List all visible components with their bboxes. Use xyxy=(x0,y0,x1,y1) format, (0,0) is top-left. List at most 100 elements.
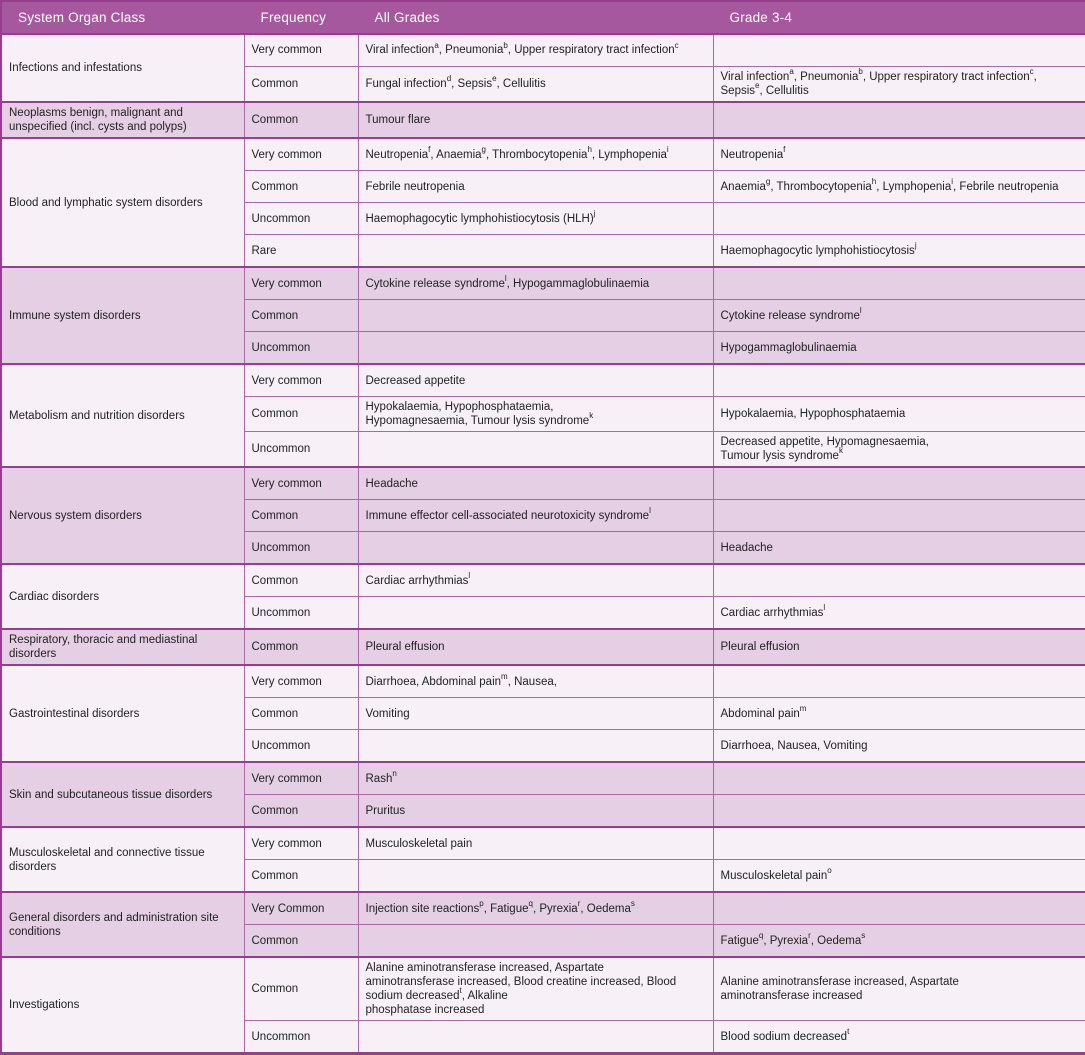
table-row: Uncommon Hypogammaglobulinaemia xyxy=(1,331,1085,365)
all-grades-cell: Vomiting xyxy=(357,697,714,731)
table-row: Blood and lymphatic system disorders Very… xyxy=(0,137,1085,268)
header-row: System Organ Class Frequency All Grades … xyxy=(0,0,1085,35)
soc-cell: Infections and infestations xyxy=(0,32,245,103)
frequency-cell: Rare xyxy=(243,234,359,268)
grade-3-4-cell xyxy=(712,761,1085,796)
all-grades-cell: Haemophagocytic lymphohistiocytosis (HLH… xyxy=(357,202,714,236)
all-grades-cell xyxy=(357,924,714,958)
grade-3-4-cell xyxy=(712,33,1085,67)
frequency-cell: Very common xyxy=(243,363,359,398)
table-row: Metabolism and nutrition disorders Very c… xyxy=(0,363,1085,468)
all-grades-cell: Febrile neutropenia xyxy=(357,170,714,204)
table-row: Common Pruritus xyxy=(1,794,1085,828)
grade-3-4-cell: Anaemiag, Thrombocytopeniah, Lymphopenia… xyxy=(712,170,1085,204)
all-grades-cell: Musculoskeletal pain xyxy=(357,826,714,861)
soc-cell: Cardiac disorders xyxy=(0,563,245,630)
grade-3-4-cell: Cytokine release syndromel xyxy=(712,299,1085,333)
table-row: Common Cytokine release syndromel xyxy=(1,299,1085,333)
all-grades-cell: Hypokalaemia, Hypophosphataemia, Hypomagn… xyxy=(357,396,714,433)
frequency-cell: Very common xyxy=(243,664,359,699)
frequency-cell: Very common xyxy=(243,826,359,861)
all-grades-cell: Viral infectiona, Pneumoniab, Upper resp… xyxy=(357,33,714,67)
frequency-cell: Common xyxy=(243,299,359,333)
table-header: System Organ Class Frequency All Grades … xyxy=(0,0,1085,35)
all-grades-cell: Rashn xyxy=(357,761,714,796)
grade-3-4-cell: Abdominal painm xyxy=(712,697,1085,731)
frequency-cell: Common xyxy=(243,170,359,204)
grade-3-4-cell: Decreased appetite, Hypomagnesaemia, Tumo… xyxy=(712,431,1085,468)
grade-3-4-cell xyxy=(712,664,1085,699)
all-grades-cell: Alanine aminotransferase increased, Aspa… xyxy=(357,956,714,1022)
table-row: Uncommon Haemophagocytic lymphohistiocyto… xyxy=(1,202,1085,236)
grade-3-4-cell: Musculoskeletal paino xyxy=(712,859,1085,893)
grade-3-4-cell xyxy=(712,266,1085,301)
all-grades-cell: Pleural effusion xyxy=(357,628,714,666)
frequency-cell: Common xyxy=(243,396,359,433)
grade-3-4-cell: Pleural effusion xyxy=(712,628,1085,666)
table-body: Infections and infestations Very common Vi… xyxy=(0,32,1085,1055)
all-grades-cell: Fungal infectiond, Sepsise, Cellulitis xyxy=(357,66,714,103)
all-grades-cell: Headache xyxy=(357,466,714,501)
soc-cell: Respiratory, thoracic and mediastinal di… xyxy=(0,628,245,666)
soc-cell: Investigations xyxy=(0,956,245,1055)
table-row: Cardiac disorders Common Cardiac arrhythmi… xyxy=(0,563,1085,630)
table-row: Rare Haemophagocytic lymphohistiocytosisj xyxy=(1,234,1085,268)
table-row: Common Fungal infectiond, Sepsise, Cellul… xyxy=(1,66,1085,103)
soc-cell: General disorders and administration sit… xyxy=(0,891,245,958)
all-grades-cell xyxy=(357,1020,714,1055)
grade-3-4-cell: Hypogammaglobulinaemia xyxy=(712,331,1085,365)
table-row: Skin and subcutaneous tissue disorders Ve… xyxy=(0,761,1085,828)
table-row: Common Musculoskeletal paino xyxy=(1,859,1085,893)
grade-3-4-cell: Headache xyxy=(712,531,1085,565)
table-row: Neoplasms benign, malignant and unspecif… xyxy=(0,101,1085,139)
grade-3-4-cell: Blood sodium decreasedt xyxy=(712,1020,1085,1055)
all-grades-cell xyxy=(357,859,714,893)
frequency-cell: Common xyxy=(243,697,359,731)
grade-3-4-cell xyxy=(712,363,1085,398)
column-header-grade-3-4: Grade 3-4 xyxy=(712,0,1085,35)
table-row: Infections and infestations Very common Vi… xyxy=(0,32,1085,103)
frequency-cell: Uncommon xyxy=(243,596,359,630)
all-grades-cell xyxy=(357,531,714,565)
table-row: Nervous system disorders Very common Heada… xyxy=(0,466,1085,565)
frequency-cell: Very common xyxy=(243,33,359,67)
soc-cell: Metabolism and nutrition disorders xyxy=(0,363,245,468)
table-row: Respiratory, thoracic and mediastinal di… xyxy=(0,628,1085,666)
all-grades-cell xyxy=(357,331,714,365)
all-grades-cell xyxy=(357,431,714,468)
frequency-cell: Common xyxy=(243,794,359,828)
all-grades-cell: Immune effector cell-associated neurotox… xyxy=(357,499,714,533)
all-grades-cell: Injection site reactionsp, Fatigueq, Pyr… xyxy=(357,891,714,926)
grade-3-4-cell xyxy=(712,563,1085,598)
frequency-cell: Uncommon xyxy=(243,531,359,565)
grade-3-4-cell: Diarrhoea, Nausea, Vomiting xyxy=(712,729,1085,763)
soc-cell: Musculoskeletal and connective tissue di… xyxy=(0,826,245,893)
frequency-cell: Very common xyxy=(243,137,359,172)
grade-3-4-cell: Neutropeniaf xyxy=(712,137,1085,172)
table-row: Investigations Common Alanine aminotransfe… xyxy=(0,956,1085,1055)
frequency-cell: Uncommon xyxy=(243,1020,359,1055)
frequency-cell: Uncommon xyxy=(243,431,359,468)
soc-cell: Blood and lymphatic system disorders xyxy=(0,137,245,268)
frequency-cell: Uncommon xyxy=(243,202,359,236)
table-row: Gastrointestinal disorders Very common Dia… xyxy=(0,664,1085,763)
soc-cell: Nervous system disorders xyxy=(0,466,245,565)
soc-cell: Gastrointestinal disorders xyxy=(0,664,245,763)
grade-3-4-cell xyxy=(712,891,1085,926)
table-row: Common Immune effector cell-associated ne… xyxy=(1,499,1085,533)
table-row: Immune system disorders Very common Cytoki… xyxy=(0,266,1085,365)
grade-3-4-cell xyxy=(712,499,1085,533)
all-grades-cell xyxy=(357,729,714,763)
all-grades-cell: Pruritus xyxy=(357,794,714,828)
grade-3-4-cell: Haemophagocytic lymphohistiocytosisj xyxy=(712,234,1085,268)
soc-cell: Skin and subcutaneous tissue disorders xyxy=(0,761,245,828)
all-grades-cell xyxy=(357,299,714,333)
frequency-cell: Common xyxy=(243,859,359,893)
frequency-cell: Common xyxy=(243,563,359,598)
all-grades-cell xyxy=(357,596,714,630)
all-grades-cell: Neutropeniaf, Anaemiag, Thrombocytopenia… xyxy=(357,137,714,172)
soc-cell: Immune system disorders xyxy=(0,266,245,365)
grade-3-4-cell: Viral infectiona, Pneumoniab, Upper resp… xyxy=(712,66,1085,103)
frequency-cell: Uncommon xyxy=(243,331,359,365)
frequency-cell: Common xyxy=(243,101,359,139)
